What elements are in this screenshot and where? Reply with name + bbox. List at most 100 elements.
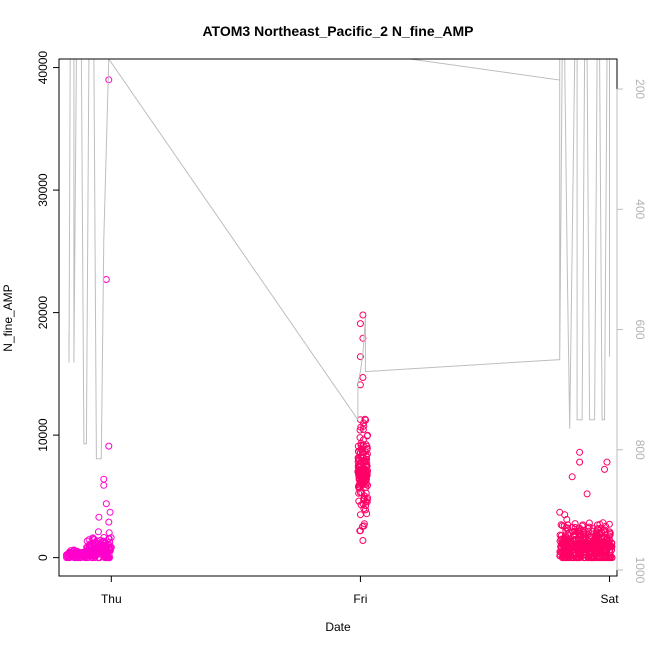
y-tick-label: 20000	[36, 296, 50, 330]
data-point	[99, 538, 107, 546]
data-point	[359, 426, 367, 433]
data-point	[576, 529, 584, 537]
data-point	[588, 554, 595, 562]
data-point	[99, 547, 107, 555]
data-point	[356, 469, 364, 477]
y2-tick-label: 600	[633, 320, 647, 340]
data-point	[362, 441, 370, 448]
data-point	[362, 452, 370, 460]
data-point	[586, 532, 594, 540]
y2-tick-label: 200	[633, 79, 647, 99]
data-point	[561, 531, 569, 539]
data-point	[607, 543, 615, 551]
series-0-points	[63, 76, 115, 562]
data-point	[576, 546, 583, 554]
data-point	[87, 548, 95, 556]
data-point	[571, 536, 579, 544]
y-tick-label: 30000	[36, 173, 50, 207]
data-point	[601, 465, 608, 473]
data-point	[362, 502, 370, 510]
data-point	[355, 466, 363, 474]
data-point	[64, 554, 72, 562]
data-point	[567, 538, 575, 546]
data-point	[101, 539, 109, 547]
data-point	[356, 527, 364, 535]
data-point	[362, 489, 370, 497]
data-point	[356, 511, 364, 519]
data-point	[588, 543, 596, 550]
data-point	[356, 320, 364, 328]
data-point	[356, 448, 364, 456]
altitude-line	[68, 59, 610, 460]
data-point	[101, 550, 109, 558]
data-point	[603, 458, 611, 466]
data-point	[576, 458, 584, 466]
data-point	[595, 541, 602, 549]
y2-tick-label: 400	[633, 199, 647, 219]
plot-area	[63, 59, 616, 562]
data-point	[561, 540, 569, 548]
data-point	[594, 525, 602, 533]
data-point	[354, 442, 362, 450]
data-point	[363, 455, 371, 463]
y-tick-label: 0	[36, 554, 50, 561]
y2-tick-label: 1000	[633, 557, 647, 584]
x-tick-label: Fri	[353, 592, 367, 606]
data-point	[90, 535, 98, 543]
data-point	[561, 511, 569, 519]
data-point	[560, 554, 568, 562]
data-point	[106, 508, 114, 516]
data-point	[102, 276, 110, 283]
data-point	[105, 442, 113, 450]
data-point	[360, 479, 368, 487]
data-point	[105, 76, 113, 84]
data-point	[363, 510, 371, 518]
data-point	[576, 448, 584, 456]
data-point	[585, 523, 593, 531]
data-point	[359, 537, 367, 544]
data-point	[560, 522, 568, 530]
data-point	[360, 422, 368, 430]
data-point	[584, 527, 592, 535]
data-point	[90, 539, 98, 547]
data-point	[596, 520, 604, 528]
series-1-points	[354, 311, 616, 562]
data-point	[362, 506, 369, 514]
data-point	[85, 548, 93, 556]
chart-title: ATOM3 Northeast_Pacific_2 N_fine_AMP	[202, 23, 473, 39]
data-point	[597, 530, 604, 538]
data-point	[105, 535, 113, 542]
data-point	[557, 521, 565, 529]
data-point	[356, 426, 364, 434]
data-point	[105, 551, 113, 559]
data-point	[89, 547, 97, 555]
y-axis-label: N_fine_AMP	[1, 284, 15, 351]
y2-tick-label: 800	[633, 440, 647, 460]
data-point	[362, 479, 370, 487]
x-axis: Thu Fri Sat	[101, 575, 619, 606]
data-point	[359, 374, 367, 381]
data-point	[363, 462, 371, 470]
y-tick-label: 40000	[36, 51, 50, 85]
x-axis-label: Date	[325, 620, 351, 634]
data-point	[605, 520, 613, 528]
data-point	[100, 481, 108, 489]
data-point	[602, 541, 610, 549]
y-axis: 0 10000 20000 30000 40000	[36, 51, 60, 561]
plot-frame	[58, 58, 618, 577]
data-point	[563, 547, 570, 555]
data-point	[100, 475, 108, 483]
data-point	[570, 532, 578, 540]
data-point	[364, 431, 372, 439]
data-point	[598, 543, 606, 551]
data-point	[357, 501, 365, 509]
data-point	[582, 549, 590, 557]
data-point	[578, 522, 586, 530]
data-point	[354, 462, 362, 470]
data-point	[594, 550, 602, 558]
data-point	[105, 518, 113, 526]
data-point	[356, 353, 364, 361]
data-point	[94, 528, 102, 536]
data-point	[94, 554, 102, 562]
